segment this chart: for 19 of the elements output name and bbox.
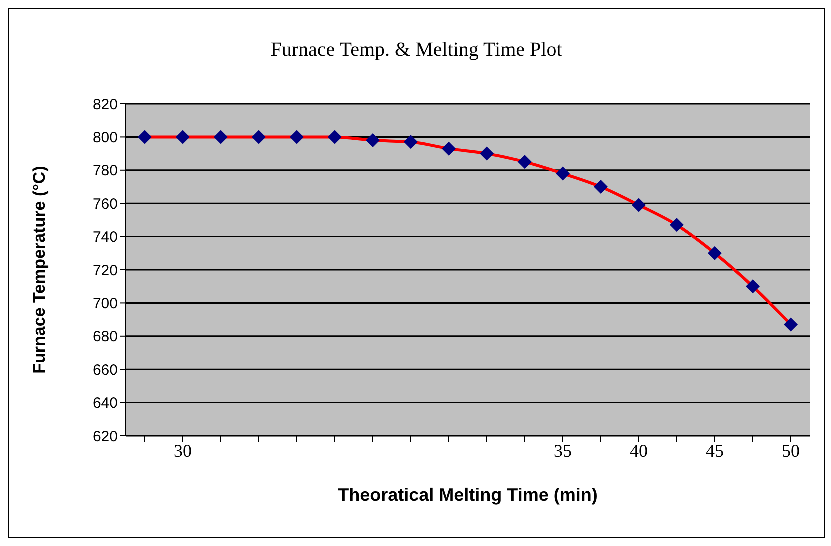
x-tick-label: 35 <box>554 440 572 461</box>
y-tick-label: 800 <box>92 130 118 147</box>
y-tick-label: 720 <box>92 262 118 280</box>
y-axis-title: Furnace Temperature (°C) <box>30 166 50 374</box>
y-tick-label: 700 <box>92 296 118 313</box>
y-tick-label: 680 <box>92 328 118 346</box>
y-tick-label: 660 <box>92 362 118 379</box>
x-axis-title: Theoratical Melting Time (min) <box>338 484 598 505</box>
x-tick-label: 40 <box>630 440 648 461</box>
y-tick-label: 640 <box>92 395 118 412</box>
y-tick-label: 740 <box>92 229 118 246</box>
x-tick-label: 50 <box>782 440 800 461</box>
chart-title: Furnace Temp. & Melting Time Plot <box>270 39 564 62</box>
y-tick-label: 780 <box>92 162 118 180</box>
y-tick-label: 760 <box>92 196 118 213</box>
x-tick-label: 30 <box>174 440 192 461</box>
y-tick-label: 620 <box>92 428 118 446</box>
y-tick-label: 820 <box>92 96 118 114</box>
x-tick-label: 45 <box>706 440 724 461</box>
